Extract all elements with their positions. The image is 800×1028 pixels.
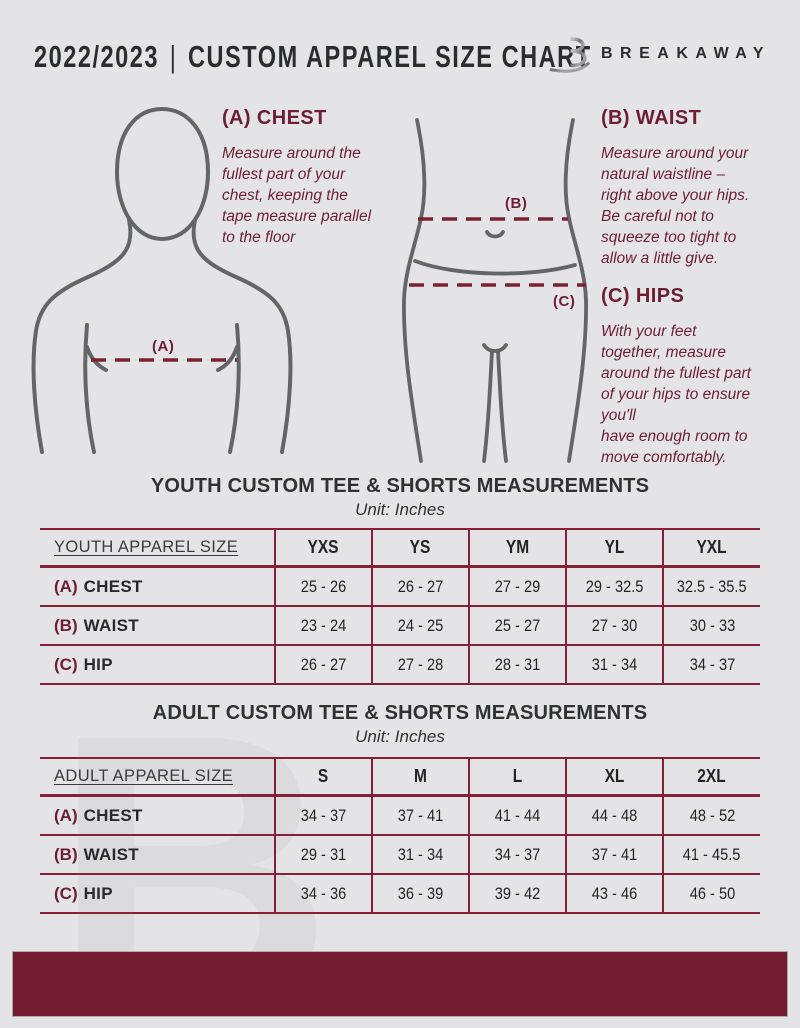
table-row: (A) CHEST 34 - 37 37 - 41 41 - 44 44 - 48… <box>40 795 760 835</box>
waist-guide-line: natural waistline – <box>601 166 726 183</box>
chest-guide: (A) CHEST Measure around the fullest par… <box>222 107 407 248</box>
table-row: (C) HIP 26 - 27 27 - 28 28 - 31 31 - 34 3… <box>40 645 760 684</box>
adult-section-title: ADULT CUSTOM TEE & SHORTS MEASUREMENTS <box>152 702 648 724</box>
breakaway-logo-icon <box>548 26 594 81</box>
size-column-header: S <box>274 758 372 796</box>
hips-guide-line: move comfortably. <box>601 449 727 466</box>
table-cell: 29 - 31 <box>274 835 372 874</box>
size-column-header: 2XL <box>662 758 760 796</box>
waist-guide-line: right above your hips. <box>601 187 750 204</box>
adult-corner-header: ADULT APPAREL SIZE <box>54 767 233 785</box>
table-cell: 31 - 34 <box>565 645 663 684</box>
size-column-header: M <box>371 758 469 796</box>
season-label: 2022/2023 <box>34 39 160 74</box>
row-label-waist: (B) WAIST <box>54 615 139 635</box>
table-row: (B) WAIST 29 - 31 31 - 34 34 - 37 37 - 41… <box>40 835 760 874</box>
table-cell: 34 - 37 <box>468 835 566 874</box>
page-title: CUSTOM APPAREL SIZE CHART <box>187 39 592 74</box>
waist-marker-label: (B) <box>505 195 528 212</box>
adult-unit-label: Unit: Inches <box>355 727 445 746</box>
table-cell: 30 - 33 <box>662 606 760 645</box>
table-cell: 41 - 45.5 <box>662 835 760 874</box>
table-cell: 27 - 29 <box>468 566 566 606</box>
youth-corner-header: YOUTH APPAREL SIZE <box>54 538 239 556</box>
masthead: 2022/2023 | CUSTOM APPAREL SIZE CHART <box>34 39 768 75</box>
brand-name: BREAKAWAY <box>601 45 772 62</box>
table-cell: 44 - 48 <box>565 795 663 835</box>
row-label-chest: (A) CHEST <box>54 576 143 596</box>
table-row: (C) HIP 34 - 36 36 - 39 39 - 42 43 - 46 4… <box>40 874 760 913</box>
table-cell: 28 - 31 <box>468 645 566 684</box>
youth-size-table: YOUTH APPAREL SIZE YXS YS YM YL YXL (A) C… <box>40 528 760 685</box>
adult-size-table: ADULT APPAREL SIZE S M L XL 2XL (A) CHEST… <box>40 757 760 914</box>
youth-section-title: YOUTH CUSTOM TEE & SHORTS MEASUREMENTS <box>150 475 650 497</box>
row-label-waist: (B) WAIST <box>54 844 139 864</box>
table-cell: 48 - 52 <box>662 795 760 835</box>
hips-guide-line: together, measure <box>601 344 726 361</box>
chest-guide-heading: (A) CHEST <box>222 107 327 129</box>
table-cell: 26 - 27 <box>274 645 372 684</box>
waist-guide-line: squeeze too tight to <box>601 229 737 246</box>
table-cell: 23 - 24 <box>274 606 372 645</box>
size-column-header: XL <box>565 758 663 796</box>
hips-guide-line: have enough room to <box>601 428 748 445</box>
table-row: (B) WAIST 23 - 24 24 - 25 25 - 27 27 - 30… <box>40 606 760 645</box>
size-column-header: YXL <box>662 529 760 567</box>
hips-guide-line: around the fullest part <box>601 365 751 382</box>
chest-guide-line: tape measure parallel <box>222 208 372 225</box>
table-cell: 24 - 25 <box>371 606 469 645</box>
youth-unit-label: Unit: Inches <box>355 500 445 519</box>
table-cell: 43 - 46 <box>565 874 663 913</box>
title-separator: | <box>169 39 178 74</box>
table-cell: 37 - 41 <box>565 835 663 874</box>
table-cell: 34 - 37 <box>662 645 760 684</box>
table-cell: 39 - 42 <box>468 874 566 913</box>
row-label-hip: (C) HIP <box>54 654 113 674</box>
table-cell: 25 - 26 <box>274 566 372 606</box>
waist-guide-line: Measure around your <box>601 145 749 162</box>
table-row: (A) CHEST 25 - 26 26 - 27 27 - 29 29 - 32… <box>40 566 760 606</box>
row-label-chest: (A) CHEST <box>54 805 143 825</box>
size-column-header: L <box>468 758 566 796</box>
hips-guide-line: you'll <box>601 407 636 424</box>
youth-header-row: YOUTH APPAREL SIZE YXS YS YM YL YXL <box>40 529 760 567</box>
waist-guide-heading: (B) WAIST <box>601 107 702 129</box>
size-column-header: YS <box>371 529 469 567</box>
waist-guide-line: allow a little give. <box>601 250 719 267</box>
table-cell: 41 - 44 <box>468 795 566 835</box>
footer-accent-bar <box>12 951 788 1017</box>
torso-diagram <box>25 100 315 460</box>
table-cell: 34 - 36 <box>274 874 372 913</box>
table-cell: 27 - 28 <box>371 645 469 684</box>
table-cell: 34 - 37 <box>274 795 372 835</box>
table-cell: 31 - 34 <box>371 835 469 874</box>
chest-guide-line: chest, keeping the <box>222 187 348 204</box>
table-cell: 32.5 - 35.5 <box>662 566 760 606</box>
size-column-header: YXS <box>274 529 372 567</box>
waist-guide: (B) WAIST Measure around your natural wa… <box>601 107 800 269</box>
waist-guide-line: Be careful not to <box>601 208 714 225</box>
size-column-header: YM <box>468 529 566 567</box>
table-cell: 46 - 50 <box>662 874 760 913</box>
chest-guide-line: to the floor <box>222 229 296 246</box>
hips-guide-line: of your hips to ensure <box>601 386 751 403</box>
lower-body-diagram <box>395 118 595 468</box>
hips-marker-label: (C) <box>553 293 576 310</box>
table-cell: 36 - 39 <box>371 874 469 913</box>
table-cell: 26 - 27 <box>371 566 469 606</box>
table-cell: 27 - 30 <box>565 606 663 645</box>
hips-guide-heading: (C) HIPS <box>601 285 685 307</box>
table-cell: 29 - 32.5 <box>565 566 663 606</box>
hips-guide: (C) HIPS With your feet together, measur… <box>601 285 800 468</box>
row-label-hip: (C) HIP <box>54 883 113 903</box>
chest-guide-line: Measure around the <box>222 145 361 162</box>
size-column-header: YL <box>565 529 663 567</box>
chest-guide-line: fullest part of your <box>222 166 346 183</box>
table-cell: 25 - 27 <box>468 606 566 645</box>
adult-header-row: ADULT APPAREL SIZE S M L XL 2XL <box>40 758 760 796</box>
table-cell: 37 - 41 <box>371 795 469 835</box>
chest-marker-label: (A) <box>152 338 175 355</box>
hips-guide-line: With your feet <box>601 323 697 340</box>
